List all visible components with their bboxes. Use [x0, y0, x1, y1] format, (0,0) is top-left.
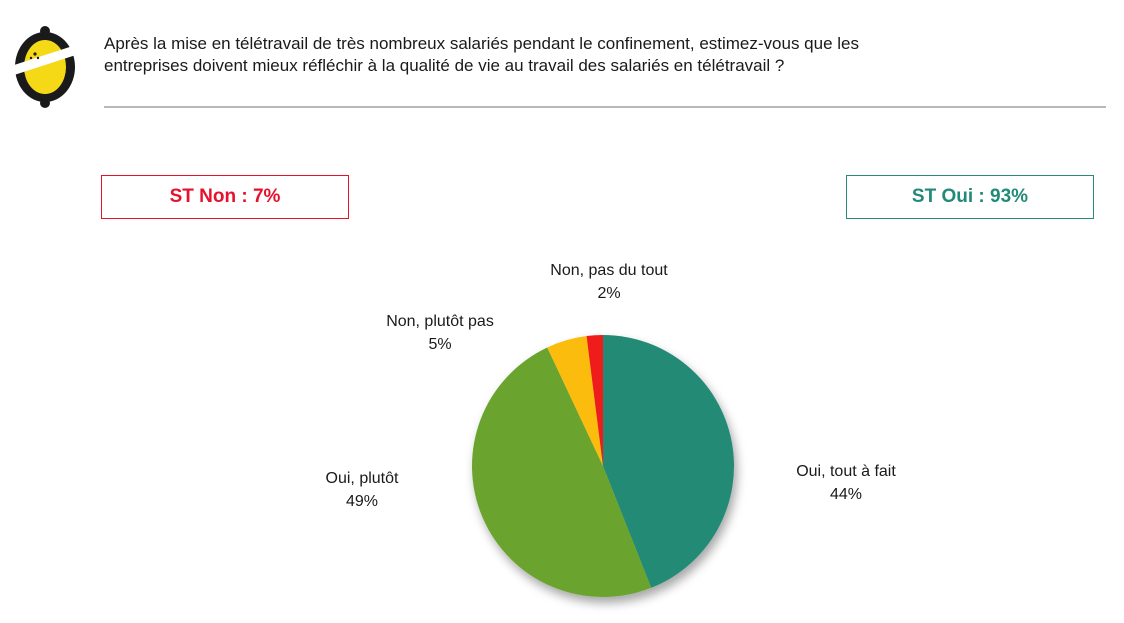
slice-name: Oui, plutôt — [325, 470, 399, 487]
summary-non-box: ST Non : 7% — [101, 175, 349, 219]
summary-non-label: ST Non : 7% — [169, 186, 281, 207]
slice-name: Non, plutôt pas — [386, 313, 494, 330]
question-line-1: Après la mise en télétravail de très nom… — [104, 34, 859, 53]
slice-value: 49% — [345, 493, 379, 510]
slice-label-oui-plutot: Oui, plutôt 49% — [252, 467, 472, 513]
slice-name: Non, pas du tout — [550, 262, 668, 279]
slice-value: 44% — [829, 486, 863, 503]
slice-non-pas-du-tout — [586, 335, 603, 466]
survey-question: Après la mise en télétravail de très nom… — [104, 33, 1084, 77]
summary-oui-box: ST Oui : 93% — [846, 175, 1094, 219]
slice-value: 5% — [428, 336, 452, 353]
lemon-logo-icon — [13, 26, 77, 108]
slice-label-non-plutot-pas: Non, plutôt pas 5% — [330, 310, 550, 356]
slice-name: Oui, tout à fait — [796, 463, 896, 480]
summary-oui-label: ST Oui : 93% — [911, 186, 1029, 207]
slice-label-non-pas-du-tout: Non, pas du tout 2% — [499, 259, 719, 305]
slice-oui-tout-a-fait — [603, 335, 735, 588]
slice-label-oui-tout-a-fait: Oui, tout à fait 44% — [736, 460, 956, 506]
slice-non-plutot-pas — [547, 336, 603, 466]
question-line-2: entreprises doivent mieux réfléchir à la… — [104, 56, 785, 75]
slice-value: 2% — [597, 285, 621, 302]
header-divider — [104, 106, 1106, 108]
slice-oui-plutot — [471, 347, 652, 598]
